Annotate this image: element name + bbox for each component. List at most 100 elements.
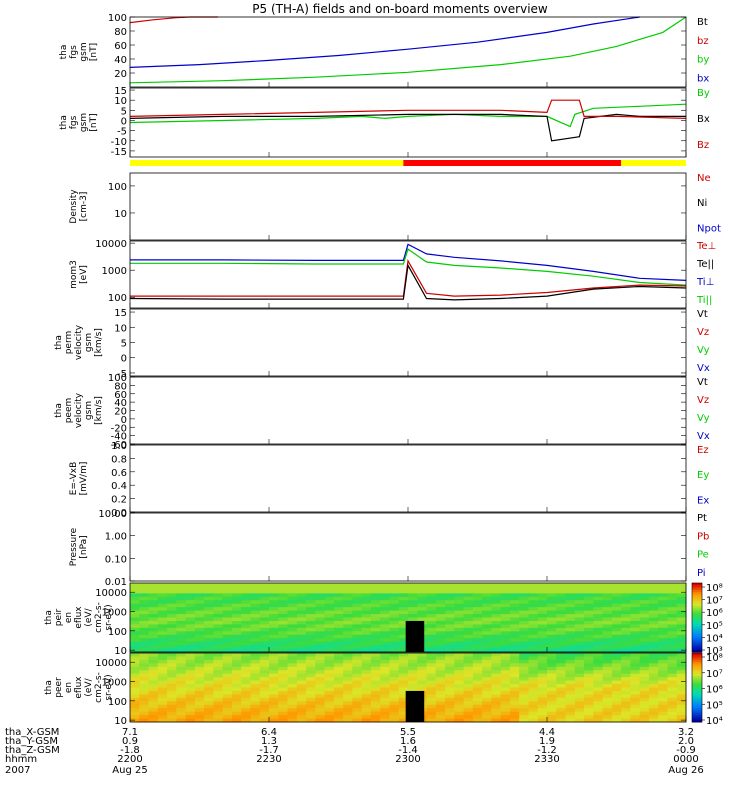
spectrogram-cell: [157, 648, 168, 653]
spectrogram-cell: [593, 715, 604, 720]
spectrogram-cell: [259, 589, 270, 594]
spectrogram-cell: [667, 666, 678, 671]
spectrogram-cell: [167, 680, 177, 685]
spectrogram-cell: [463, 583, 474, 587]
spectrogram-cell: [194, 631, 205, 636]
spectrogram-cell: [269, 718, 279, 723]
series-line-fgs_b-1: [129, 113, 686, 142]
spectrogram-cell: [556, 624, 567, 629]
spectrogram-cell: [278, 715, 289, 720]
spectrogram-cell: [472, 634, 483, 639]
spectrogram-cell: [611, 583, 622, 587]
spectrogram-cell: [148, 583, 159, 587]
spectrogram-cell: [130, 697, 140, 702]
spectrogram-cell: [380, 697, 390, 702]
spectrogram-cell: [389, 701, 400, 706]
spectrogram-cell: [361, 593, 372, 598]
spectrogram-cell: [259, 607, 270, 612]
spectrogram-cell: [667, 583, 678, 587]
spectrogram-cell: [380, 659, 390, 664]
spectrogram-cell: [454, 697, 465, 702]
spectrogram-cell: [454, 645, 465, 650]
spectrogram-cell: [296, 701, 307, 706]
data-gap-block: [405, 620, 425, 652]
spectrogram-cell: [380, 663, 390, 668]
spectrogram-cell: [454, 704, 465, 709]
spectrogram-cell: [528, 711, 539, 716]
spectrogram-cell: [398, 634, 409, 639]
spectrogram-cell: [176, 600, 187, 605]
spectrogram-cell: [130, 670, 140, 675]
spectrogram-cell: [296, 596, 307, 601]
spectrogram-cell: [167, 638, 177, 643]
spectrogram-cell: [417, 687, 428, 692]
spectrogram-cell: [500, 697, 511, 702]
spectrogram-cell: [676, 673, 687, 678]
spectrogram-cell: [435, 687, 446, 692]
spectrogram-cell: [157, 697, 168, 702]
spectrogram-cell: [370, 607, 381, 612]
spectrogram-cell: [250, 614, 261, 618]
spectrogram-cell: [537, 653, 548, 657]
spectrogram-cell: [231, 648, 242, 653]
spectrogram-cell: [231, 684, 242, 688]
spectrogram-cell: [500, 634, 511, 639]
spectrogram-cell: [213, 593, 224, 598]
colorbar-segment: [692, 642, 702, 646]
spectrogram-cell: [194, 711, 205, 716]
spectrogram-cell: [222, 659, 233, 664]
spectrogram-cell: [361, 589, 372, 594]
spectrogram-cell: [630, 641, 641, 646]
legend-entry: Pi: [697, 568, 706, 579]
spectrogram-cell: [472, 670, 483, 675]
spectrogram-cell: [574, 603, 585, 608]
spectrogram-cell: [157, 663, 168, 668]
spectrogram-cell: [463, 596, 474, 601]
spectrogram-cell: [333, 708, 344, 713]
spectrogram-cell: [333, 586, 344, 591]
spectrogram-cell: [593, 614, 604, 618]
spectrogram-cell: [130, 627, 140, 632]
spectrogram-cell: [648, 614, 659, 618]
spectrogram-cell: [324, 718, 335, 723]
spectrogram-cell: [130, 687, 140, 692]
y-tick-label: 1.0: [111, 441, 127, 452]
spectrogram-cell: [213, 663, 224, 668]
spectrogram-cell: [602, 607, 613, 612]
spectrogram-cell: [176, 697, 187, 702]
spectrogram-cell: [231, 610, 242, 615]
spectrogram-cell: [639, 653, 650, 657]
spectrogram-cell: [593, 620, 604, 625]
spectrogram-cell: [621, 610, 631, 615]
spectrogram-cell: [482, 614, 492, 618]
spectrogram-cell: [658, 634, 668, 639]
spectrogram-cell: [380, 583, 390, 587]
colorbar-segment: [692, 717, 702, 721]
spectrogram-cell: [639, 677, 650, 682]
spectrogram-cell: [324, 704, 335, 709]
spectrogram-cell: [676, 583, 687, 587]
spectrogram-cell: [287, 653, 298, 657]
spectrogram-cell: [361, 687, 372, 692]
spectrogram-cell: [148, 684, 159, 688]
spectrogram-cell: [139, 690, 150, 695]
spectrogram-cell: [185, 596, 196, 601]
spectrogram-cell: [204, 653, 214, 657]
spectrogram-cell: [639, 583, 650, 587]
spectrogram-cell: [130, 673, 140, 678]
y-tick-label: 5: [121, 106, 127, 117]
spectrogram-cell: [296, 624, 307, 629]
spectrogram-cell: [167, 704, 177, 709]
spectrogram-cell: [630, 634, 641, 639]
spectrogram-cell: [454, 586, 465, 591]
spectrogram-cell: [278, 624, 289, 629]
spectrogram-cell: [426, 666, 437, 671]
spectrogram-cell: [547, 648, 557, 653]
spectrogram-cell: [352, 648, 363, 653]
spectrogram-cell: [324, 687, 335, 692]
legend-entry: Vx: [697, 431, 710, 442]
legend-entry: Te||: [696, 259, 714, 270]
spectrogram-cell: [306, 677, 316, 682]
spectrogram-cell: [130, 694, 140, 699]
spectrogram-cell: [584, 596, 594, 601]
